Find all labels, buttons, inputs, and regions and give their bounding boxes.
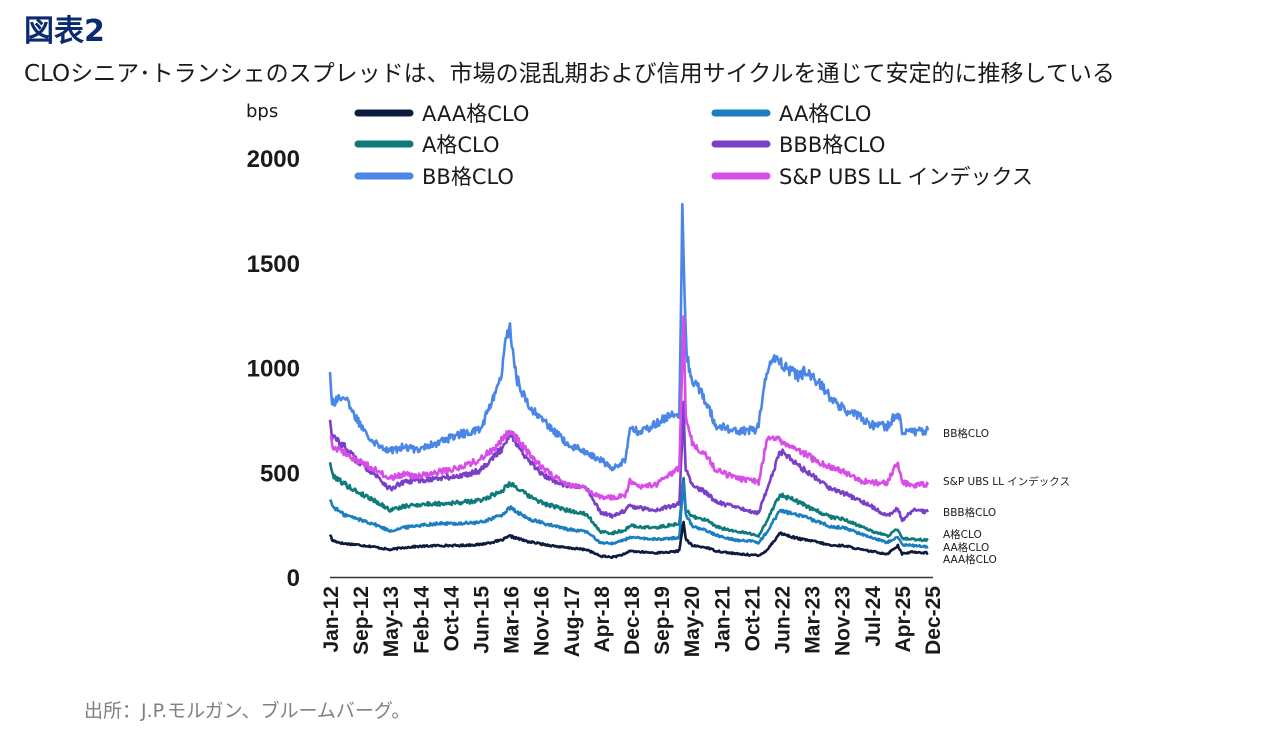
legend-label: AAA格CLO	[422, 102, 529, 126]
series-end-label: A格CLO	[943, 528, 982, 541]
legend-label: AA格CLO	[779, 102, 871, 126]
legend-item: A格CLO	[354, 133, 500, 157]
series-end-label: AA格CLO	[943, 541, 989, 554]
series-end-label: AAA格CLO	[943, 553, 997, 566]
series-end-label: BBB格CLO	[943, 506, 996, 519]
y-axis-unit-label: bps	[246, 101, 278, 122]
x-tick-label: Oct-14	[440, 586, 463, 652]
series-line	[328, 461, 929, 543]
x-tick-label: Oct-21	[741, 586, 764, 652]
x-tick-label: Sep-12	[350, 586, 373, 655]
x-tick-label: Mar-23	[802, 586, 825, 654]
x-tick-label: Sep-19	[651, 586, 674, 655]
legend-label: BBB格CLO	[779, 133, 885, 157]
x-tick-label: Dec-18	[621, 586, 644, 655]
legend-label: A格CLO	[422, 133, 500, 157]
legend-label: S&P UBS LL インデックス	[779, 165, 1033, 189]
x-tick-label: May-13	[380, 586, 403, 657]
figure-subtitle: CLOシニア･トランシェのスプレッドは、市場の混乱期および信用サイクルを通じて安…	[24, 61, 1115, 87]
source-note: 出所：J.P.モルガン、ブルームバーグ。	[84, 700, 411, 722]
series-end-label: S&P UBS LL インデックス	[943, 475, 1070, 488]
figure-title: 図表2	[24, 14, 105, 49]
x-tick-label: Jul-24	[862, 586, 885, 647]
legend-item: BB格CLO	[354, 165, 514, 189]
legend: AAA格CLO A格CLO BB格CLO AA格CLO BBB格CLO S&P UBS L…	[354, 102, 1033, 189]
x-tick-label: Apr-25	[892, 586, 915, 653]
y-tick-label: 0	[287, 565, 300, 592]
x-tick-label: Feb-14	[410, 586, 433, 654]
x-axis-ticks: Jan-12 Sep-12 May-13 Feb-14 Oct-14 Jun-15 Mar-…	[320, 586, 945, 658]
series-line	[328, 202, 930, 472]
x-tick-label: Aug-17	[561, 586, 584, 657]
legend-item: S&P UBS LL インデックス	[711, 165, 1033, 189]
series-lines	[328, 202, 930, 560]
y-axis-ticks: 0 500 1000 1500 2000	[247, 146, 300, 592]
series-end-label: BB格CLO	[943, 427, 989, 440]
legend-item: AA格CLO	[711, 102, 871, 126]
series-line	[328, 400, 930, 523]
x-tick-label: Mar-16	[501, 586, 524, 654]
series-line	[328, 480, 929, 549]
x-tick-label: Jan-12	[320, 586, 343, 653]
series-line	[328, 520, 929, 560]
legend-item: BBB格CLO	[711, 133, 885, 157]
legend-label: BB格CLO	[422, 165, 514, 189]
x-tick-label: Nov-23	[832, 586, 855, 656]
y-tick-label: 1000	[247, 356, 300, 383]
x-tick-label: Jan-21	[711, 586, 734, 653]
x-tick-label: May-20	[681, 586, 704, 657]
x-tick-label: Nov-16	[531, 586, 554, 656]
x-tick-label: Jun-15	[471, 586, 494, 654]
y-tick-label: 2000	[247, 146, 300, 173]
x-tick-label: Jun-22	[772, 586, 795, 654]
y-tick-label: 500	[260, 460, 300, 487]
y-tick-label: 1500	[247, 251, 300, 278]
series-line	[329, 315, 930, 501]
x-tick-label: Dec-25	[922, 586, 945, 655]
legend-item: AAA格CLO	[354, 102, 529, 126]
x-tick-label: Apr-18	[591, 586, 614, 653]
